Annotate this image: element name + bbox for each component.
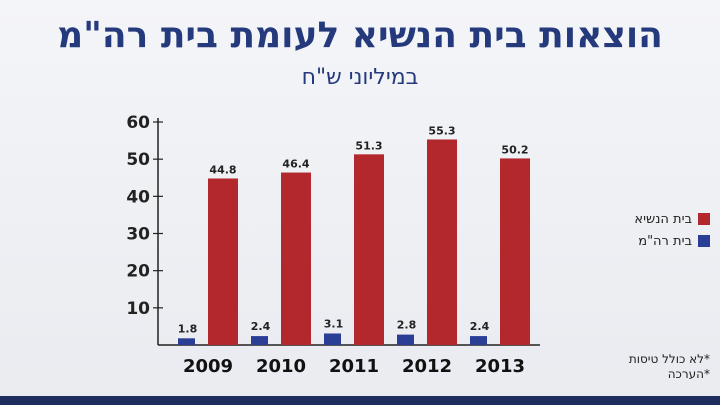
data-label-pm: 1.8: [178, 322, 198, 335]
data-label-pm: 2.4: [470, 320, 490, 333]
chart-title: הוצאות בית הנשיא לעומת בית רה"מ: [57, 15, 663, 56]
y-tick-label: 60: [126, 113, 150, 133]
legend-label-pm: בית רה"מ: [638, 233, 692, 249]
data-label-president: 51.3: [355, 139, 382, 152]
bar-pm: [178, 338, 195, 345]
y-tick-label: 50: [126, 150, 150, 170]
legend-item-president: בית הנשיא: [600, 208, 710, 230]
y-tick-label: 10: [126, 299, 150, 319]
bar-president: [354, 154, 384, 345]
bar-pm: [470, 336, 487, 345]
legend-label-president: בית הנשיא: [634, 211, 692, 227]
data-label-president: 46.4: [282, 158, 309, 171]
y-tick-label: 20: [126, 262, 150, 282]
x-tick-label: 2010: [256, 356, 306, 377]
bar-president: [500, 158, 530, 345]
y-tick-label: 30: [126, 225, 150, 245]
bar-president: [208, 178, 238, 345]
x-tick-label: 2011: [329, 356, 379, 377]
data-label-pm: 2.8: [397, 319, 417, 332]
footnote-estimate: *הערכה: [667, 367, 710, 381]
bar-president: [427, 139, 457, 345]
legend: בית הנשיא בית רה"מ: [600, 208, 710, 252]
y-tick-label: 40: [126, 187, 150, 207]
data-label-president: 50.2: [501, 143, 528, 156]
chart-subtitle: במיליוני ש"ח: [301, 65, 419, 90]
legend-item-pm: בית רה"מ: [600, 230, 710, 252]
data-label-president: 55.3: [428, 124, 455, 137]
x-tick-label: 2012: [402, 356, 452, 377]
bar-pm: [397, 334, 414, 345]
bottom-strip: [0, 396, 720, 405]
bar-president: [281, 172, 311, 345]
data-label-president: 44.8: [209, 163, 236, 176]
legend-swatch-pm: [698, 235, 710, 247]
footnotes: *לא כולל טיסות *הערכה: [580, 352, 710, 382]
x-tick-label: 2009: [183, 356, 233, 377]
legend-swatch-president: [698, 213, 710, 225]
x-tick-label: 2013: [475, 356, 525, 377]
data-label-pm: 2.4: [251, 320, 271, 333]
bar-pm: [251, 336, 268, 345]
data-label-pm: 3.1: [324, 317, 344, 330]
bar-pm: [324, 333, 341, 345]
footnote-no-flights: *לא כולל טיסות: [628, 352, 710, 366]
